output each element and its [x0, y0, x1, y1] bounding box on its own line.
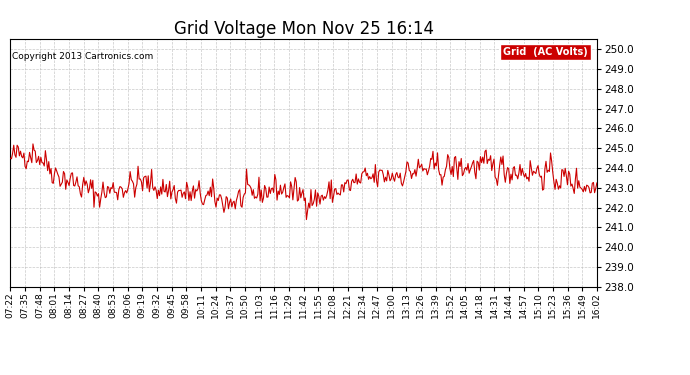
- Title: Grid Voltage Mon Nov 25 16:14: Grid Voltage Mon Nov 25 16:14: [174, 20, 433, 38]
- Text: Copyright 2013 Cartronics.com: Copyright 2013 Cartronics.com: [12, 52, 154, 61]
- Text: Grid  (AC Volts): Grid (AC Volts): [503, 47, 588, 57]
